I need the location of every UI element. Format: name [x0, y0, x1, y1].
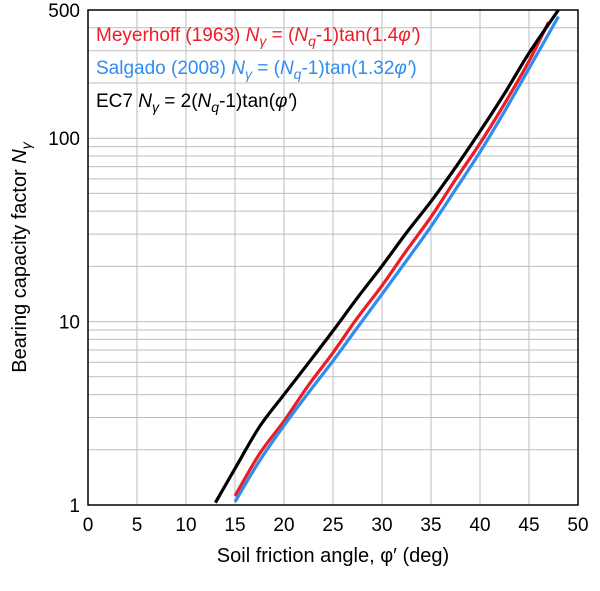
x-tick-label: 50 [567, 515, 588, 536]
legend: Meyerhoff (1963) Nγ = (Nq-1)tan(1.4φ′) Sa… [96, 25, 421, 115]
legend-entry-2: EC7 Nγ = 2(Nq-1)tan(φ′) [96, 91, 297, 115]
y-tick-labels: 1 10 100 500 [48, 1, 80, 517]
y-tick-label: 1 [69, 496, 80, 517]
series-line-0 [233, 21, 551, 497]
x-tick-label: 45 [518, 515, 539, 536]
plot-frame [87, 9, 579, 506]
x-tick-label: 5 [132, 515, 143, 536]
grid-lines [88, 10, 578, 505]
y-tick-label: 10 [59, 313, 80, 334]
x-tick-label: 15 [224, 515, 245, 536]
legend-entry-1: Salgado (2008) Nγ = (Nq-1)tan(1.32φ′) [96, 58, 417, 82]
y-tick-label: 500 [48, 1, 80, 22]
x-tick-label: 40 [469, 515, 490, 536]
x-tick-label: 10 [175, 515, 196, 536]
y-tick-label: 100 [48, 129, 80, 150]
series-line-2 [214, 9, 560, 504]
legend-entry-0: Meyerhoff (1963) Nγ = (Nq-1)tan(1.4φ′) [96, 25, 421, 49]
x-tick-label: 35 [420, 515, 441, 536]
x-axis-title: Soil friction angle, φ′ (deg) [217, 545, 449, 567]
y-axis-title: Bearing capacity factor Nγ [9, 141, 34, 372]
x-tick-label: 30 [371, 515, 392, 536]
series-line-1 [233, 15, 560, 503]
x-tick-label: 20 [273, 515, 294, 536]
x-tick-label: 0 [83, 515, 94, 536]
series-lines [214, 9, 560, 504]
x-tick-labels: 0 5 10 15 20 25 30 35 40 45 50 [83, 515, 589, 536]
x-tick-label: 25 [322, 515, 343, 536]
